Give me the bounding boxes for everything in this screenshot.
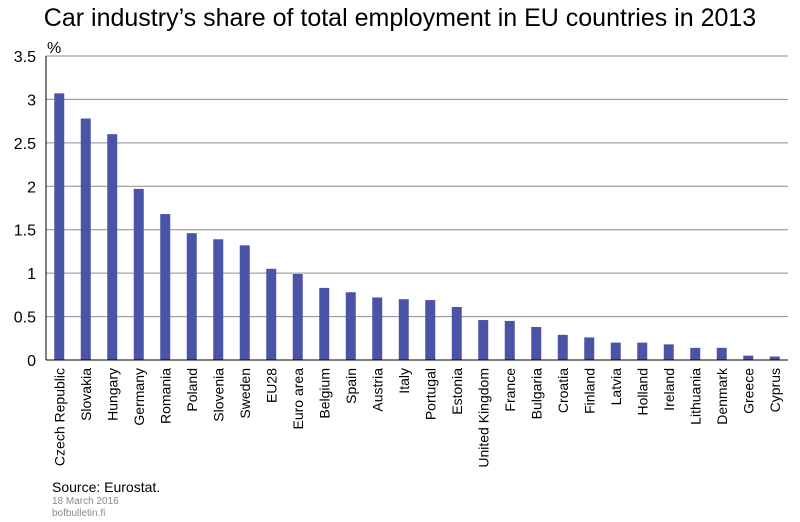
bar xyxy=(266,268,277,360)
bar xyxy=(213,239,224,360)
x-tick-label: Slovenia xyxy=(210,368,226,422)
x-tick-label: Slovakia xyxy=(78,368,94,421)
bar xyxy=(531,326,542,360)
y-tick-label: 2.5 xyxy=(14,136,36,153)
x-tick-label: Estonia xyxy=(449,368,465,415)
bar xyxy=(769,356,780,360)
bar xyxy=(716,347,727,360)
bar xyxy=(425,300,436,360)
site-name: bofbulletin.fi xyxy=(52,508,106,519)
x-tick-label: Hungary xyxy=(104,368,120,421)
x-tick-label: Czech Republic xyxy=(51,368,67,466)
publication-date: 18 March 2016 xyxy=(52,496,119,507)
x-tick-label: Romania xyxy=(157,368,173,424)
bar xyxy=(743,355,754,360)
chart-title: Car industry’s share of total employment… xyxy=(43,4,757,32)
x-tick-label: EU28 xyxy=(263,368,279,403)
x-tick-label: Poland xyxy=(184,368,200,412)
y-tick-label: 0 xyxy=(27,353,36,370)
x-tick-label: Holland xyxy=(634,368,650,415)
x-tick-label: Euro area xyxy=(290,368,306,430)
bar xyxy=(345,292,356,360)
y-tick-label: 2 xyxy=(27,179,36,196)
bar xyxy=(319,287,330,360)
gridlines xyxy=(46,55,788,318)
bar xyxy=(637,342,648,360)
bar xyxy=(160,214,171,360)
x-tick-label: United Kingdom xyxy=(475,368,491,468)
y-axis-ticks: 0 0.5 1 1.5 2 2.5 3 3.5 xyxy=(14,49,36,370)
bar xyxy=(292,274,303,360)
bar xyxy=(186,233,197,360)
bars xyxy=(54,93,780,360)
x-tick-label: Croatia xyxy=(555,368,571,413)
bar xyxy=(663,344,674,360)
x-tick-label: Greece xyxy=(740,368,756,414)
x-tick-label: Cyprus xyxy=(767,368,783,412)
x-tick-label: Denmark xyxy=(714,367,730,425)
bar xyxy=(610,342,621,360)
bar xyxy=(239,245,250,360)
x-tick-label: Spain xyxy=(343,368,359,404)
bar xyxy=(398,299,409,360)
bar xyxy=(107,134,118,360)
x-tick-label: Belgium xyxy=(316,368,332,419)
x-tick-label: Bulgaria xyxy=(528,368,544,420)
y-tick-label: 1 xyxy=(27,266,36,283)
x-tick-label: Sweden xyxy=(237,368,253,419)
x-tick-label: France xyxy=(502,368,518,412)
x-tick-label: Austria xyxy=(369,368,385,412)
y-tick-label: 0.5 xyxy=(14,310,36,327)
x-tick-label: Latvia xyxy=(608,368,624,406)
bar xyxy=(451,307,462,360)
x-tick-label: Portugal xyxy=(422,368,438,420)
x-tick-label: Italy xyxy=(396,368,412,394)
bar xyxy=(54,93,65,360)
bar xyxy=(133,188,144,360)
y-tick-label: 1.5 xyxy=(14,223,36,240)
bar xyxy=(80,118,91,360)
bar xyxy=(584,337,595,360)
y-tick-label: 3 xyxy=(27,92,36,109)
bar xyxy=(372,297,383,360)
x-tick-label: Germany xyxy=(131,368,147,426)
y-axis-label: % xyxy=(47,40,61,57)
bar xyxy=(690,347,701,360)
y-tick-label: 3.5 xyxy=(14,49,36,66)
x-tick-label: Lithuania xyxy=(687,368,703,425)
bar xyxy=(557,334,568,360)
x-tick-label: Finland xyxy=(581,368,597,414)
source-note: Source: Eurostat. xyxy=(52,479,161,495)
x-tick-label: Ireland xyxy=(661,368,677,411)
bar xyxy=(504,320,515,360)
x-axis-ticks: Czech Republic Slovakia Hungary Germany Roma… xyxy=(51,367,783,468)
bar xyxy=(478,320,489,360)
